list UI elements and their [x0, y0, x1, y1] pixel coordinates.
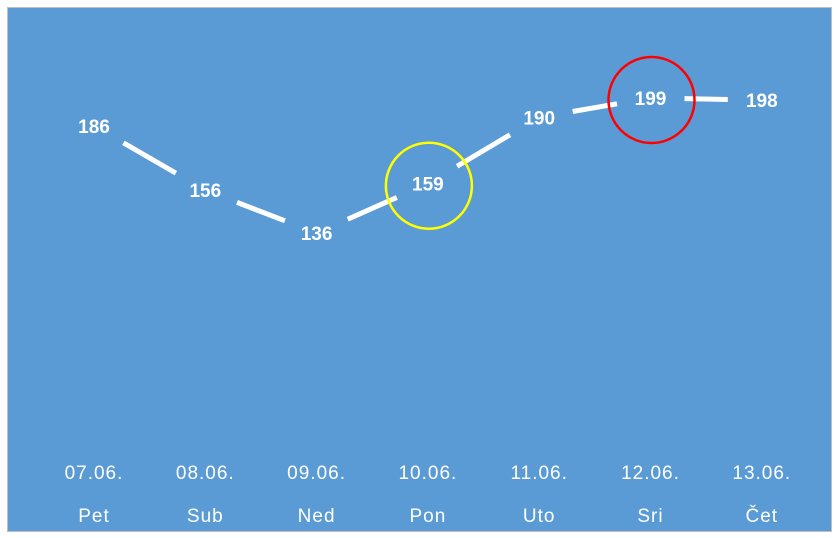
series-line-segment: [236, 200, 286, 224]
x-tick-day: Sub: [187, 506, 224, 527]
x-tick-day: Pet: [78, 506, 110, 527]
data-label: 186: [78, 117, 110, 138]
x-tick-day: Uto: [523, 506, 556, 527]
x-axis-labels: 07.06. Pet 08.06. Sub 09.06. Ned 10.06. Pon 11.0…: [65, 463, 791, 527]
x-tick-date: 07.06.: [65, 463, 124, 484]
series-line-segment: [684, 96, 728, 102]
data-label: 190: [523, 108, 555, 129]
x-tick-day: Pon: [409, 506, 446, 527]
data-label: 198: [746, 91, 778, 112]
data-label: 156: [189, 181, 221, 202]
x-tick-day: Ned: [298, 506, 336, 527]
x-tick-date: 12.06.: [621, 463, 680, 484]
highlight-circle: [607, 55, 696, 145]
data-label: 199: [635, 89, 667, 110]
x-tick-date: 10.06.: [398, 463, 457, 484]
x-tick-day: Sri: [637, 506, 663, 527]
x-tick-date: 13.06.: [732, 463, 791, 484]
highlight-circle: [384, 141, 474, 230]
data-labels: 186 156 136 159 190 199 198: [78, 89, 778, 245]
series-line-segment: [455, 132, 512, 169]
data-label: 159: [412, 175, 444, 196]
drop-lines: [92, 116, 764, 442]
chart-background: [8, 8, 831, 531]
line-chart: 186 156 136 159 190 199 198 07.06. Pet 08.06. Sub…: [8, 8, 831, 531]
x-tick-date: 09.06.: [287, 463, 346, 484]
highlight-circles: [384, 55, 696, 230]
data-label: 136: [301, 224, 333, 245]
series-line-segment: [122, 140, 178, 176]
x-tick-day: Čet: [746, 505, 779, 527]
x-tick-date: 11.06.: [510, 463, 567, 484]
chart-frame: 186 156 136 159 190 199 198 07.06. Pet 08.06. Sub…: [7, 7, 832, 532]
x-tick-date: 08.06.: [176, 463, 235, 484]
